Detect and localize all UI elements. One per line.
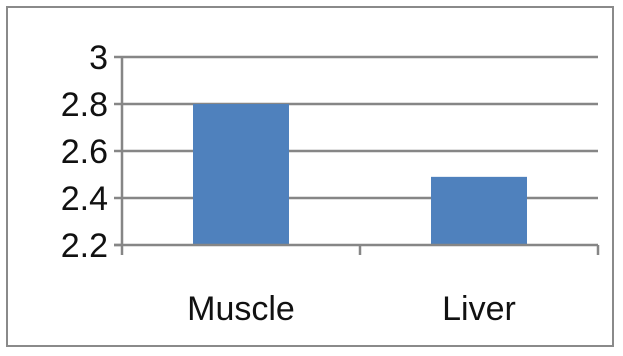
y-tick-label: 2.6: [61, 133, 108, 171]
bar-muscle: [193, 104, 289, 245]
axes: [114, 55, 600, 255]
y-tick-label: 2.4: [61, 180, 108, 218]
y-tick-label: 2.8: [61, 86, 108, 124]
bar-liver: [431, 176, 527, 245]
chart-frame: [6, 6, 614, 347]
bars: [193, 104, 527, 245]
x-category-label: Liver: [442, 290, 516, 328]
y-tick-label: 2.2: [61, 227, 108, 265]
y-tick-label: 3: [89, 39, 108, 77]
labels: 2.2 2.4 2.6 2.8 3 Muscle Liver: [61, 39, 516, 328]
x-category-label: Muscle: [187, 290, 295, 328]
